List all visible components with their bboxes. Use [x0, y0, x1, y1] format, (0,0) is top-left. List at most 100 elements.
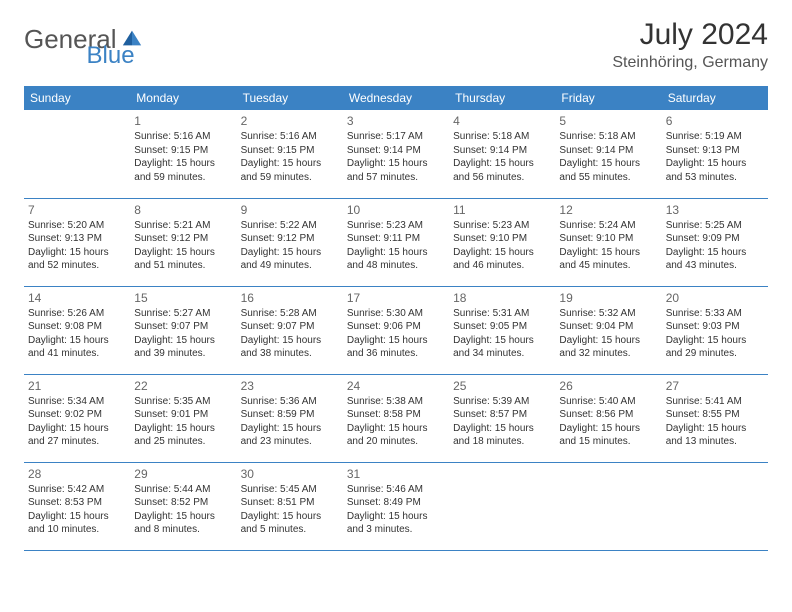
calendar-cell: 9Sunrise: 5:22 AMSunset: 9:12 PMDaylight…	[237, 198, 343, 286]
calendar-cell: 8 Sunrise: 5:21 AMSunset: 9:12 PMDaylight…	[130, 198, 236, 286]
day-info: Sunrise: 5:22 AMSunset: 9:12 PMDaylight:…	[241, 219, 339, 273]
calendar-cell: 21Sunrise: 5:34 AMSunset: 9:02 PMDayligh…	[24, 374, 130, 462]
title-block: July 2024 Steinhöring, Germany	[612, 18, 768, 72]
calendar-cell: 26 Sunrise: 5:40 AMSunset: 8:56 PMDayligh…	[555, 374, 661, 462]
calendar-cell: 19Sunrise: 5:32 AMSunset: 9:04 PMDayligh…	[555, 286, 661, 374]
calendar-cell: 27 Sunrise: 5:41 AMSunset: 8:55 PMDayligh…	[662, 374, 768, 462]
calendar-cell: 25 Sunrise: 5:39 AMSunset: 8:57 PMDayligh…	[449, 374, 555, 462]
calendar-row: 7Sunrise: 5:20 AMSunset: 9:13 PMDaylight…	[24, 198, 768, 286]
day-info: Sunrise: 5:27 AMSunset: 9:07 PMDaylight:…	[134, 307, 232, 361]
calendar-row: 21Sunrise: 5:34 AMSunset: 9:02 PMDayligh…	[24, 374, 768, 462]
day-info: Sunrise: 5:21 AMSunset: 9:12 PMDaylight:…	[134, 219, 232, 273]
day-number: 6	[666, 114, 764, 128]
day-number: 3	[347, 114, 445, 128]
calendar-cell: 12 Sunrise: 5:24 AMSunset: 9:10 PMDayligh…	[555, 198, 661, 286]
calendar-table: Sunday Monday Tuesday Wednesday Thursday…	[24, 86, 768, 551]
weekday-tuesday: Tuesday	[237, 86, 343, 110]
weekday-sunday: Sunday	[24, 86, 130, 110]
weekday-header-row: Sunday Monday Tuesday Wednesday Thursday…	[24, 86, 768, 110]
day-number: 19	[559, 291, 657, 305]
day-number: 26	[559, 379, 657, 393]
day-info: Sunrise: 5:24 AMSunset: 9:10 PMDaylight:…	[559, 219, 657, 273]
day-number: 20	[666, 291, 764, 305]
calendar-cell: 30 Sunrise: 5:45 AMSunset: 8:51 PMDayligh…	[237, 462, 343, 550]
weekday-saturday: Saturday	[662, 86, 768, 110]
calendar-cell: 4 Sunrise: 5:18 AMSunset: 9:14 PMDaylight…	[449, 110, 555, 198]
day-info: Sunrise: 5:25 AMSunset: 9:09 PMDaylight:…	[666, 219, 764, 273]
calendar-cell: 6 Sunrise: 5:19 AMSunset: 9:13 PMDaylight…	[662, 110, 768, 198]
day-info: Sunrise: 5:35 AMSunset: 9:01 PMDaylight:…	[134, 395, 232, 449]
calendar-cell: 31Sunrise: 5:46 AMSunset: 8:49 PMDayligh…	[343, 462, 449, 550]
day-number: 24	[347, 379, 445, 393]
calendar-cell: 10Sunrise: 5:23 AMSunset: 9:11 PMDayligh…	[343, 198, 449, 286]
day-info: Sunrise: 5:31 AMSunset: 9:05 PMDaylight:…	[453, 307, 551, 361]
day-info: Sunrise: 5:23 AMSunset: 9:10 PMDaylight:…	[453, 219, 551, 273]
calendar-cell: 22 Sunrise: 5:35 AMSunset: 9:01 PMDayligh…	[130, 374, 236, 462]
day-number: 22	[134, 379, 232, 393]
day-number: 27	[666, 379, 764, 393]
day-info: Sunrise: 5:40 AMSunset: 8:56 PMDaylight:…	[559, 395, 657, 449]
day-number: 5	[559, 114, 657, 128]
day-number: 8	[134, 203, 232, 217]
calendar-cell: 11 Sunrise: 5:23 AMSunset: 9:10 PMDayligh…	[449, 198, 555, 286]
calendar-row: 14 Sunrise: 5:26 AMSunset: 9:08 PMDayligh…	[24, 286, 768, 374]
calendar-cell: 17Sunrise: 5:30 AMSunset: 9:06 PMDayligh…	[343, 286, 449, 374]
weekday-monday: Monday	[130, 86, 236, 110]
calendar-body: 1 Sunrise: 5:16 AMSunset: 9:15 PMDaylight…	[24, 110, 768, 550]
calendar-cell: 16 Sunrise: 5:28 AMSunset: 9:07 PMDayligh…	[237, 286, 343, 374]
day-info: Sunrise: 5:41 AMSunset: 8:55 PMDaylight:…	[666, 395, 764, 449]
day-info: Sunrise: 5:45 AMSunset: 8:51 PMDaylight:…	[241, 483, 339, 537]
calendar-cell	[662, 462, 768, 550]
day-number: 2	[241, 114, 339, 128]
day-number: 17	[347, 291, 445, 305]
day-info: Sunrise: 5:39 AMSunset: 8:57 PMDaylight:…	[453, 395, 551, 449]
weekday-friday: Friday	[555, 86, 661, 110]
location-label: Steinhöring, Germany	[612, 54, 768, 72]
day-info: Sunrise: 5:46 AMSunset: 8:49 PMDaylight:…	[347, 483, 445, 537]
day-info: Sunrise: 5:18 AMSunset: 9:14 PMDaylight:…	[453, 130, 551, 184]
day-number: 14	[28, 291, 126, 305]
day-number: 11	[453, 203, 551, 217]
day-number: 1	[134, 114, 232, 128]
day-info: Sunrise: 5:28 AMSunset: 9:07 PMDaylight:…	[241, 307, 339, 361]
calendar-cell	[24, 110, 130, 198]
calendar-cell	[449, 462, 555, 550]
day-info: Sunrise: 5:18 AMSunset: 9:14 PMDaylight:…	[559, 130, 657, 184]
day-number: 29	[134, 467, 232, 481]
day-number: 7	[28, 203, 126, 217]
calendar-cell: 24 Sunrise: 5:38 AMSunset: 8:58 PMDayligh…	[343, 374, 449, 462]
day-number: 25	[453, 379, 551, 393]
day-number: 30	[241, 467, 339, 481]
day-info: Sunrise: 5:26 AMSunset: 9:08 PMDaylight:…	[28, 307, 126, 361]
day-info: Sunrise: 5:16 AMSunset: 9:15 PMDaylight:…	[134, 130, 232, 184]
calendar-cell: 28 Sunrise: 5:42 AMSunset: 8:53 PMDayligh…	[24, 462, 130, 550]
day-number: 4	[453, 114, 551, 128]
day-info: Sunrise: 5:17 AMSunset: 9:14 PMDaylight:…	[347, 130, 445, 184]
calendar-cell: 29 Sunrise: 5:44 AMSunset: 8:52 PMDayligh…	[130, 462, 236, 550]
weekday-thursday: Thursday	[449, 86, 555, 110]
calendar-cell: 3 Sunrise: 5:17 AMSunset: 9:14 PMDaylight…	[343, 110, 449, 198]
day-info: Sunrise: 5:23 AMSunset: 9:11 PMDaylight:…	[347, 219, 445, 273]
day-info: Sunrise: 5:19 AMSunset: 9:13 PMDaylight:…	[666, 130, 764, 184]
calendar-cell: 15 Sunrise: 5:27 AMSunset: 9:07 PMDayligh…	[130, 286, 236, 374]
day-info: Sunrise: 5:42 AMSunset: 8:53 PMDaylight:…	[28, 483, 126, 537]
day-info: Sunrise: 5:44 AMSunset: 8:52 PMDaylight:…	[134, 483, 232, 537]
day-info: Sunrise: 5:33 AMSunset: 9:03 PMDaylight:…	[666, 307, 764, 361]
day-number: 28	[28, 467, 126, 481]
day-number: 15	[134, 291, 232, 305]
day-number: 13	[666, 203, 764, 217]
day-number: 12	[559, 203, 657, 217]
day-info: Sunrise: 5:34 AMSunset: 9:02 PMDaylight:…	[28, 395, 126, 449]
day-number: 16	[241, 291, 339, 305]
day-info: Sunrise: 5:38 AMSunset: 8:58 PMDaylight:…	[347, 395, 445, 449]
logo-text-blue: Blue	[87, 42, 135, 70]
calendar-cell: 1 Sunrise: 5:16 AMSunset: 9:15 PMDaylight…	[130, 110, 236, 198]
calendar-cell: 14 Sunrise: 5:26 AMSunset: 9:08 PMDayligh…	[24, 286, 130, 374]
calendar-cell: 5 Sunrise: 5:18 AMSunset: 9:14 PMDaylight…	[555, 110, 661, 198]
day-info: Sunrise: 5:16 AMSunset: 9:15 PMDaylight:…	[241, 130, 339, 184]
calendar-cell: 2 Sunrise: 5:16 AMSunset: 9:15 PMDaylight…	[237, 110, 343, 198]
calendar-row: 28 Sunrise: 5:42 AMSunset: 8:53 PMDayligh…	[24, 462, 768, 550]
logo: General Blue	[24, 18, 195, 55]
calendar-cell	[555, 462, 661, 550]
weekday-wednesday: Wednesday	[343, 86, 449, 110]
